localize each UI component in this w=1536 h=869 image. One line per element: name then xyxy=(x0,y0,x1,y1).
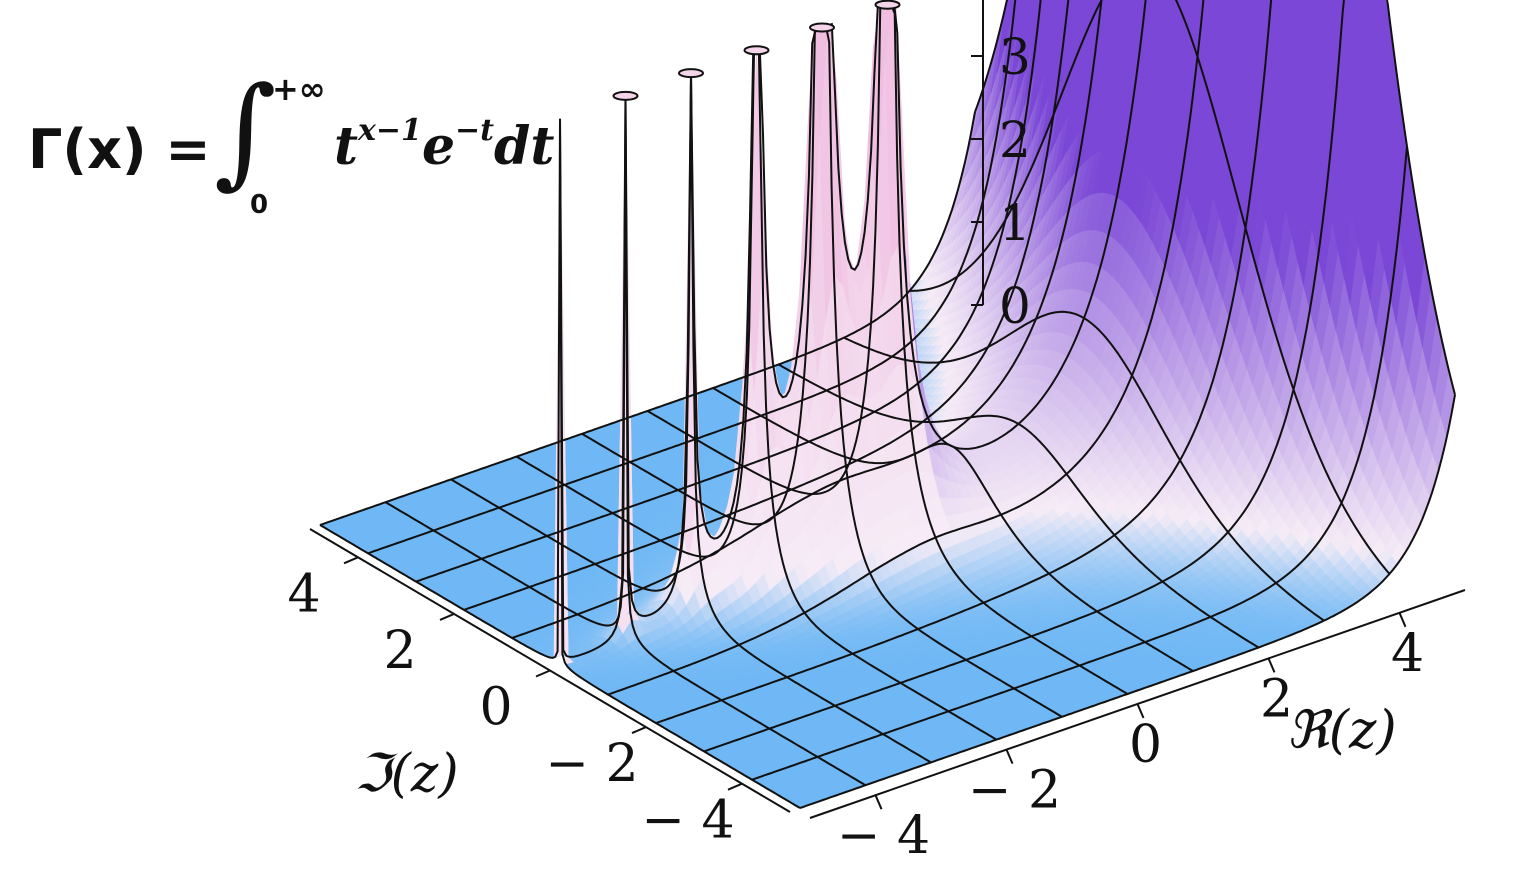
chart-stage: − 4− 2024− 4− 20240123456 ℜ(z) ℑ(z) Γ(x)… xyxy=(0,0,1536,864)
